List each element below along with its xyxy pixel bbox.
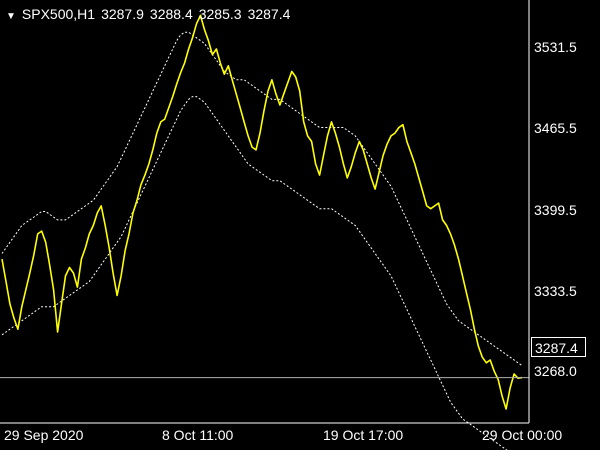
envelope-upper-line: [1, 31, 523, 367]
symbol-label: SPX500,H1: [21, 6, 96, 22]
y-tick-label: 3268.0: [534, 363, 577, 379]
current-price-label: 3287.4: [531, 337, 586, 357]
close-value: 3287.4: [247, 6, 291, 22]
open-value: 3287.9: [101, 6, 144, 22]
collapse-triangle-icon[interactable]: ▼: [6, 11, 16, 22]
price-line: [1, 14, 523, 410]
low-value: 3285.3: [198, 6, 242, 22]
price-series: [1, 14, 523, 410]
chart-header: ▼ SPX500,H1 3287.9 3288.4 3285.3 3287.4: [6, 6, 296, 22]
y-tick-label: 3465.5: [534, 120, 577, 136]
y-tick-label: 3333.5: [534, 283, 577, 299]
x-tick-label: 29 Oct 00:00: [482, 427, 563, 443]
x-tick-label: 8 Oct 11:00: [162, 427, 234, 443]
x-tick-label: 29 Sep 2020: [4, 427, 84, 443]
envelope-bands: [1, 31, 523, 450]
y-tick-label: 3531.5: [534, 39, 577, 55]
high-value: 3288.4: [149, 6, 193, 22]
x-tick-label: 19 Oct 17:00: [323, 427, 404, 443]
y-tick-label: 3399.5: [534, 202, 577, 218]
